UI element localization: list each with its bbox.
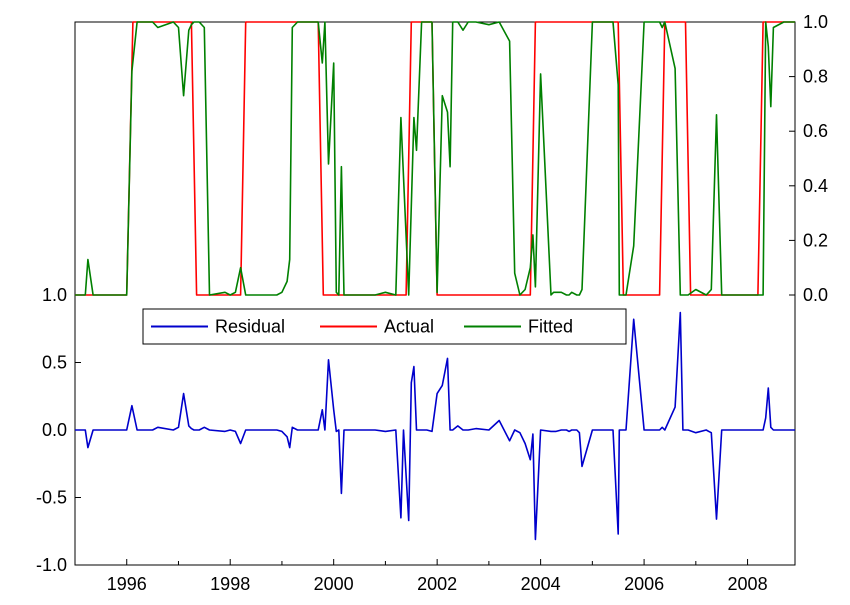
series-line-fitted [75,21,795,296]
x-tick-label-2004: 2004 [521,574,561,594]
legend-label-fitted: Fitted [528,317,573,337]
right-tick-label-0.2: 0.2 [803,230,828,250]
x-tick-label-2000: 2000 [314,574,354,594]
left-tick-label-0.0: 0.0 [42,420,67,440]
x-tick-label-1996: 1996 [107,574,147,594]
right-tick-label-1.0: 1.0 [803,12,828,32]
legend-label-actual: Actual [384,317,434,337]
right-tick-label-0.6: 0.6 [803,121,828,141]
x-tick-label-2002: 2002 [417,574,457,594]
series-line-residual [75,311,795,541]
legend-label-residual: Residual [215,317,285,337]
right-tick-label-0.0: 0.0 [803,285,828,305]
x-tick-label-2006: 2006 [624,574,664,594]
x-tick-label-2008: 2008 [728,574,768,594]
left-tick-label--0.5: -0.5 [36,488,67,508]
legend-box [142,308,627,345]
right-tick-label-0.4: 0.4 [803,176,828,196]
plot-frame [74,21,796,566]
left-tick-label-0.5: 0.5 [42,353,67,373]
x-tick-label-1998: 1998 [210,574,250,594]
left-tick-label--1.0: -1.0 [36,555,67,575]
left-tick-label-1.0: 1.0 [42,285,67,305]
right-tick-label-0.8: 0.8 [803,67,828,87]
